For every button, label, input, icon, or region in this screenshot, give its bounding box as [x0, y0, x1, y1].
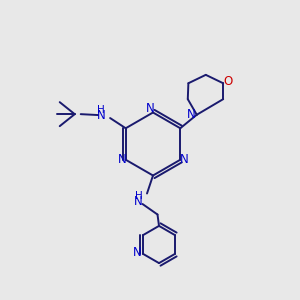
Text: N: N	[180, 153, 189, 166]
Text: N: N	[97, 109, 106, 122]
Text: H: H	[97, 105, 105, 115]
Text: O: O	[223, 75, 232, 88]
Text: H: H	[135, 191, 142, 201]
Text: N: N	[187, 108, 196, 121]
Text: N: N	[117, 153, 126, 166]
Text: N: N	[133, 246, 142, 259]
Text: N: N	[146, 102, 155, 116]
Text: N: N	[134, 195, 143, 208]
